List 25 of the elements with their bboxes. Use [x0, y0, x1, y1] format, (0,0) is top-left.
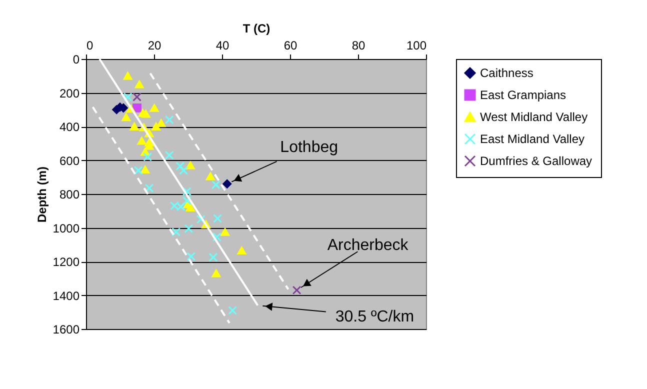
legend-label: Dumfries & Galloway — [480, 154, 592, 168]
x-tick-label: 0 — [86, 38, 94, 52]
y-tick-label: 0 — [72, 52, 80, 66]
x-axis-title: T (C) — [242, 22, 270, 36]
y-tick-label: 200 — [59, 86, 80, 100]
legend-label: East Grampians — [480, 88, 566, 102]
x-tick-label: 60 — [284, 38, 298, 52]
legend-label: East Midland Valley — [480, 132, 584, 146]
x-tick-label: 100 — [406, 38, 427, 52]
y-tick-label: 400 — [59, 120, 80, 134]
y-tick-label: 1600 — [52, 322, 80, 336]
x-tick-label: 20 — [148, 38, 162, 52]
annotation: Lothbeg — [280, 138, 338, 156]
legend-label: Caithness — [480, 66, 534, 80]
y-tick-label: 1000 — [52, 221, 80, 236]
y-axis-title: Depth (m) — [34, 166, 49, 222]
annotation: Archerbeck — [327, 237, 410, 254]
annotation: 30.5 ºC/km — [335, 308, 414, 326]
x-tick-label: 80 — [352, 38, 366, 52]
legend-label: West Midland Valley — [480, 110, 588, 124]
y-tick-label: 800 — [59, 188, 80, 202]
y-tick-label: 1400 — [52, 288, 80, 303]
y-tick-label: 600 — [59, 154, 80, 168]
y-tick-label: 1200 — [52, 255, 80, 269]
x-tick-label: 40 — [216, 38, 230, 52]
